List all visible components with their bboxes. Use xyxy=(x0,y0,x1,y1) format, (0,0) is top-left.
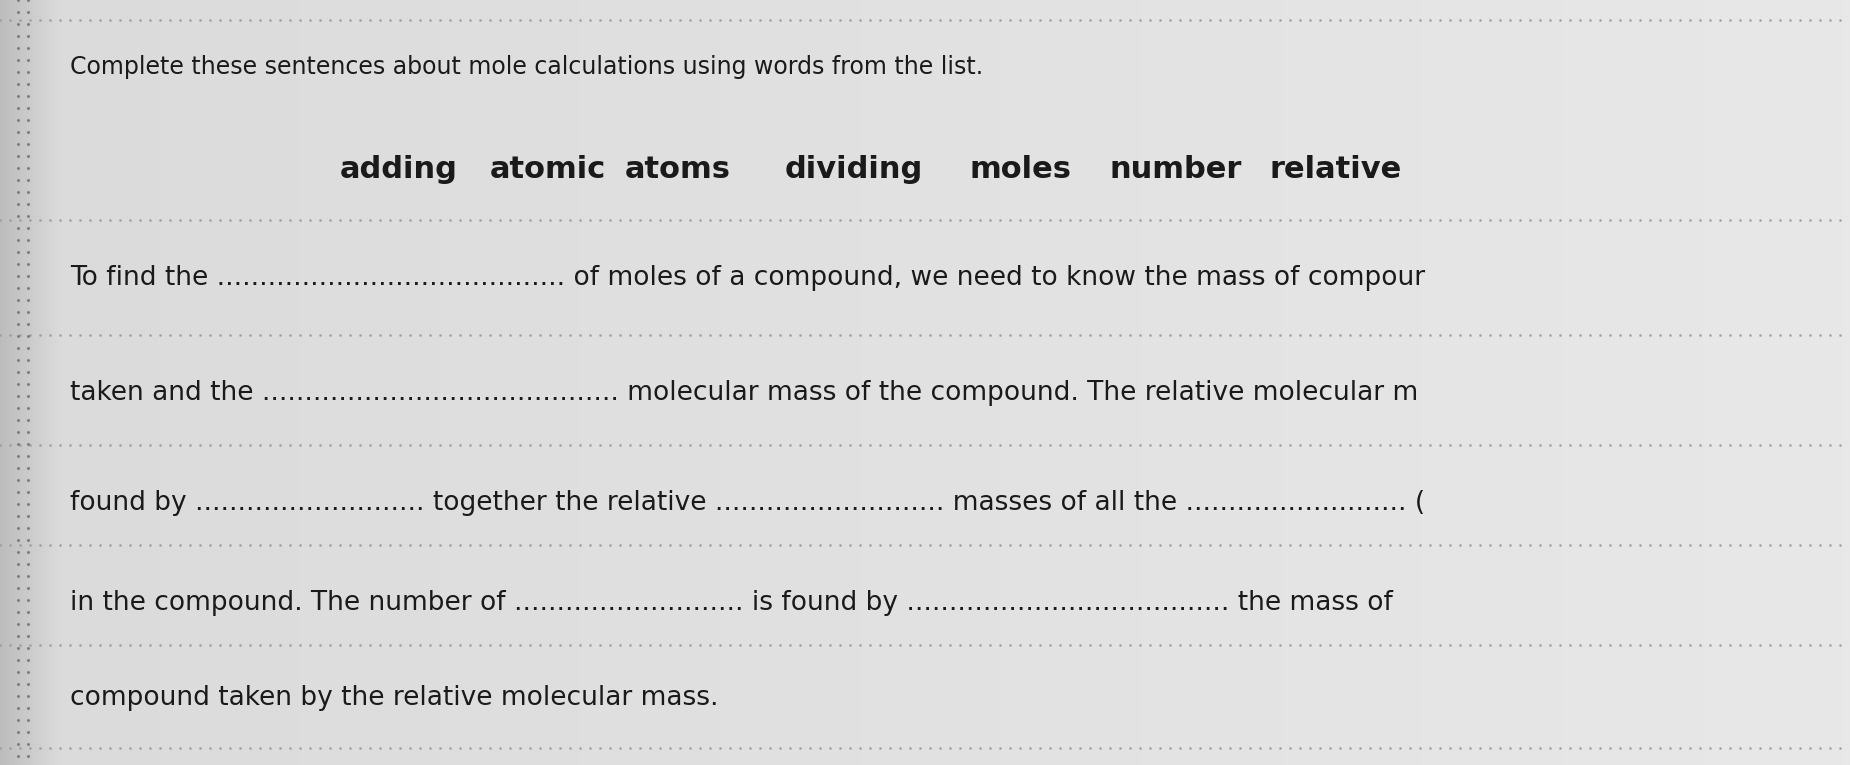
Text: Complete these sentences about mole calculations using words from the list.: Complete these sentences about mole calc… xyxy=(70,55,984,79)
Text: taken and the .......................................... molecular mass of the c: taken and the ..........................… xyxy=(70,380,1419,406)
Text: relative: relative xyxy=(1269,155,1402,184)
Text: adding: adding xyxy=(340,155,459,184)
Text: To find the ......................................... of moles of a compound, we: To find the ............................… xyxy=(70,265,1424,291)
Text: dividing: dividing xyxy=(784,155,923,184)
Text: compound taken by the relative molecular mass.: compound taken by the relative molecular… xyxy=(70,685,720,711)
Text: atoms: atoms xyxy=(625,155,731,184)
Text: in the compound. The number of ........................... is found by .........: in the compound. The number of .........… xyxy=(70,590,1393,616)
Text: number: number xyxy=(1110,155,1243,184)
Text: atomic: atomic xyxy=(490,155,607,184)
Text: moles: moles xyxy=(969,155,1071,184)
Text: found by ........................... together the relative .....................: found by ........................... tog… xyxy=(70,490,1424,516)
